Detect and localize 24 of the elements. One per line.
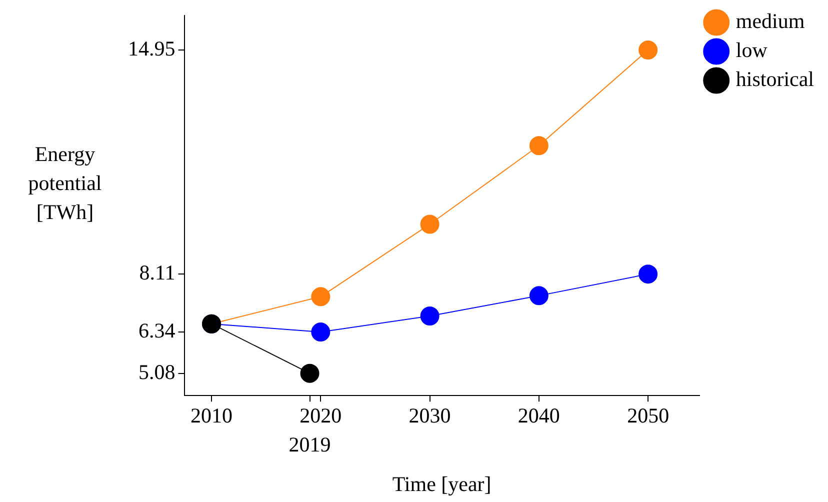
y-tick-label: 6.34 <box>138 318 176 343</box>
point <box>300 364 320 383</box>
point <box>529 286 548 306</box>
point <box>420 306 440 326</box>
point <box>420 214 440 234</box>
point <box>311 287 330 306</box>
point <box>638 40 658 60</box>
x-tick-label: 2050 <box>627 404 670 428</box>
y-tick-label: 8.11 <box>139 260 176 285</box>
legend-label: historical <box>736 67 814 92</box>
y-axis-title: Energy potential [TWh] <box>27 141 103 226</box>
point <box>311 322 330 342</box>
x-tick-label: 2040 <box>518 404 560 428</box>
text: 2019 <box>288 432 331 457</box>
x-tick-label: 2020 <box>300 404 342 428</box>
legend-label: low <box>736 38 768 62</box>
y-tick-label: 5.08 <box>138 360 176 384</box>
legend-label: medium <box>736 9 805 34</box>
point <box>529 136 548 156</box>
x-tick-label: 2030 <box>408 404 451 428</box>
point <box>638 264 658 284</box>
y-tick-label: 14.95 <box>128 36 176 61</box>
x-tick-label: 2010 <box>190 404 233 428</box>
x-axis-title: Time [year] <box>392 472 492 496</box>
